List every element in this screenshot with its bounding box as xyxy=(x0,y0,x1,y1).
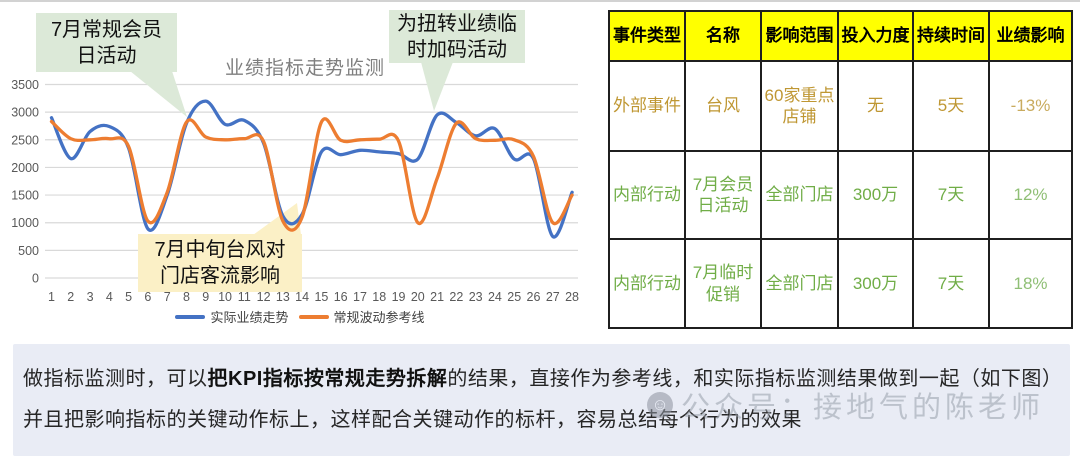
svg-text:28: 28 xyxy=(565,290,579,304)
svg-text:11: 11 xyxy=(238,290,251,304)
callout-typhoon: 7月中旬台风对 门店客流影响 xyxy=(138,234,302,292)
table-header-row: 事件类型 名称 影响范围 投入力度 持续时间 业绩影响 xyxy=(608,10,1073,62)
header-cell: 影响范围 xyxy=(760,10,839,62)
svg-text:10: 10 xyxy=(218,290,232,304)
table-cell: 60家重点店铺 xyxy=(760,60,839,152)
table-cell: 全部门店 xyxy=(760,238,839,329)
svg-text:21: 21 xyxy=(430,290,444,304)
table-cell: 12% xyxy=(988,150,1073,240)
table-cell: 内部行动 xyxy=(608,150,686,240)
table-cell: 全部门店 xyxy=(760,150,839,240)
svg-text:25: 25 xyxy=(507,290,521,304)
svg-text:18: 18 xyxy=(372,290,386,304)
chart-legend: 实际业绩走势 常规波动参考线 xyxy=(0,307,600,326)
legend-line-swatch xyxy=(175,314,206,319)
table-cell: -13% xyxy=(988,60,1073,152)
table-cell: 7月临时促销 xyxy=(684,238,762,329)
svg-text:500: 500 xyxy=(18,244,39,258)
svg-text:8: 8 xyxy=(183,290,190,304)
table-row: 内部行动 7月临时促销 全部门店 300万 7天 18% xyxy=(608,238,1073,329)
svg-text:16: 16 xyxy=(334,290,348,304)
reference-line xyxy=(49,117,574,232)
top-divider xyxy=(0,0,1080,2)
table-cell: 18% xyxy=(988,238,1073,329)
table-cell: 300万 xyxy=(837,150,914,240)
svg-text:15: 15 xyxy=(314,290,328,304)
callout-member-day: 7月常规会员 日活动 xyxy=(36,13,177,72)
table-cell: 7天 xyxy=(912,238,990,329)
table-row: 外部事件 台风 60家重点店铺无 5天 -13% xyxy=(608,60,1073,152)
summary-panel: 做指标监测时，可以把KPI指标按常规走势拆解的结果，直接作为参考线，和实际指标监… xyxy=(13,344,1070,456)
svg-text:2000: 2000 xyxy=(11,161,39,175)
callout-tail xyxy=(421,62,453,111)
events-table: 事件类型 名称 影响范围 投入力度 持续时间 业绩影响 外部事件 台风 60家重点店铺无 5天 -1… xyxy=(608,10,1073,329)
svg-text:5: 5 xyxy=(125,290,132,304)
svg-text:2: 2 xyxy=(67,290,74,304)
svg-text:17: 17 xyxy=(353,290,367,304)
header-cell: 业绩影响 xyxy=(988,10,1073,62)
header-cell: 持续时间 xyxy=(912,10,990,62)
header-cell: 名称 xyxy=(684,10,762,62)
legend-item-actual: 实际业绩走势 xyxy=(175,307,289,326)
svg-text:23: 23 xyxy=(469,290,483,304)
svg-text:0: 0 xyxy=(32,272,39,286)
svg-text:14: 14 xyxy=(295,290,309,304)
svg-text:3500: 3500 xyxy=(11,78,39,92)
svg-text:4: 4 xyxy=(106,290,113,304)
svg-text:2500: 2500 xyxy=(11,133,39,147)
svg-text:27: 27 xyxy=(546,290,560,304)
table-cell: 内部行动 xyxy=(608,238,686,329)
chart-title: 业绩指标走势监测 xyxy=(224,58,385,79)
svg-text:12: 12 xyxy=(257,290,271,304)
table-cell: 无 xyxy=(837,60,914,152)
svg-text:3: 3 xyxy=(87,290,94,304)
summary-text: 做指标监测时，可以把KPI指标按常规走势拆解的结果，直接作为参考线，和实际指标监… xyxy=(23,368,1053,431)
svg-text:1500: 1500 xyxy=(11,189,39,203)
table-cell: 7月会员日活动 xyxy=(684,150,762,240)
svg-text:19: 19 xyxy=(392,290,406,304)
svg-text:22: 22 xyxy=(449,290,463,304)
svg-text:3000: 3000 xyxy=(11,106,39,120)
callout-tail xyxy=(130,71,187,117)
table-row: 内部行动 7月会员日活动 全部门店 300万 7天 12% xyxy=(608,150,1073,240)
svg-text:20: 20 xyxy=(411,290,425,304)
table-cell: 7天 xyxy=(912,150,990,240)
header-cell: 投入力度 xyxy=(837,10,914,62)
legend-item-reference: 常规波动参考线 xyxy=(298,307,425,326)
svg-text:7: 7 xyxy=(164,290,171,304)
svg-text:9: 9 xyxy=(202,290,209,304)
svg-text:6: 6 xyxy=(144,290,151,304)
x-axis-labels: 1 2 3 4 5 6 7 8 9 10 11 12 13 14 15 16 17 18 19 20 21 22 23 24 2… xyxy=(48,290,579,304)
table-cell: 台风 xyxy=(684,60,762,152)
y-axis-labels: 0 500 1000 1500 2000 2500 3000 3500 xyxy=(11,78,39,286)
header-cell: 事件类型 xyxy=(608,10,686,62)
table-cell: 5天 xyxy=(912,60,990,152)
svg-text:1: 1 xyxy=(48,290,55,304)
callout-boost-activity: 为扭转业绩临 时加码活动 xyxy=(389,10,525,63)
svg-text:1000: 1000 xyxy=(11,216,39,230)
kpi-trend-chart: 0 500 1000 1500 2000 2500 3000 3500 1 2 3 4 5 6 7 8 9 10… xyxy=(0,0,600,340)
svg-text:24: 24 xyxy=(488,290,502,304)
callout-tail xyxy=(253,203,301,235)
legend-line-swatch xyxy=(298,314,329,319)
svg-text:26: 26 xyxy=(527,290,541,304)
svg-text:13: 13 xyxy=(276,290,290,304)
table-cell: 300万 xyxy=(837,238,914,329)
table-cell: 外部事件 xyxy=(608,60,686,152)
